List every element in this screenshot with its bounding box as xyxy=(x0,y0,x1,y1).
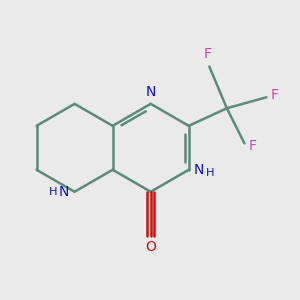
Text: F: F xyxy=(271,88,279,102)
Text: N: N xyxy=(146,85,156,99)
Text: H: H xyxy=(206,168,214,178)
Text: N: N xyxy=(59,185,69,199)
Text: N: N xyxy=(194,163,204,177)
Text: F: F xyxy=(249,139,257,153)
Text: O: O xyxy=(145,240,156,254)
Text: H: H xyxy=(49,187,58,197)
Text: F: F xyxy=(203,47,211,61)
